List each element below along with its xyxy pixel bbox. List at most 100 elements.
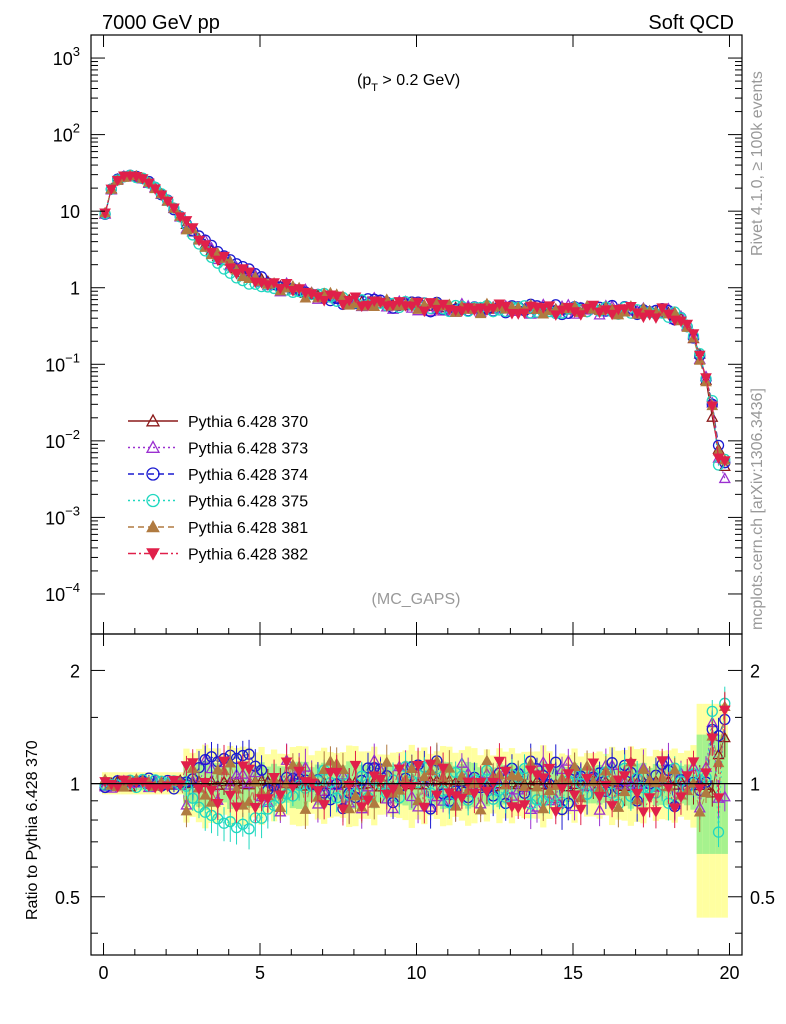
data-point: [280, 279, 293, 290]
data-point: [145, 413, 161, 427]
data-point: [230, 802, 243, 814]
legend-entry: Pythia 6.428 381: [128, 519, 308, 537]
header-left: 7000 GeV pp: [102, 12, 220, 34]
data-point: [474, 777, 487, 789]
data-point: [393, 784, 406, 795]
legend-label: Pythia 6.428 370: [188, 414, 308, 431]
data-point: [205, 785, 218, 797]
data-point: [418, 802, 431, 814]
data-point: [211, 798, 224, 810]
data-point: [199, 789, 212, 800]
data-point: [243, 823, 255, 835]
ratio-ytick-label-right: 1: [750, 775, 760, 795]
data-point: [274, 790, 287, 802]
data-point: [255, 764, 268, 776]
xtick-label: 0: [99, 963, 109, 983]
data-point: [537, 303, 550, 314]
ratio-series-5: [99, 692, 731, 829]
rivet-label: Rivet 4.1.0, ≥ 100k events: [749, 71, 766, 256]
data-point: [405, 790, 418, 802]
data-point: [105, 184, 118, 196]
ratio-ylabel: Ratio to Pythia 6.428 370: [24, 740, 41, 920]
data-point: [481, 754, 493, 766]
xtick-label: 5: [255, 963, 265, 983]
ratio-ytick-label: 0.5: [55, 888, 80, 908]
data-point: [706, 705, 718, 718]
data-point: [718, 460, 731, 472]
data-point: [146, 548, 160, 561]
xtick-label: 10: [406, 963, 426, 983]
header-right: Soft QCD: [648, 12, 734, 34]
data-point: [168, 203, 180, 215]
data-point: [493, 756, 506, 768]
data-point: [568, 760, 581, 771]
series-1: [98, 169, 731, 484]
ytick-label: 10: [60, 202, 80, 222]
legend-label: Pythia 6.428 381: [188, 520, 308, 537]
data-point: [468, 305, 481, 317]
data-point: [261, 794, 274, 805]
data-point: [706, 786, 719, 798]
data-point: [180, 761, 193, 772]
data-point: [362, 762, 374, 774]
ytick-label: 10−3: [45, 503, 80, 528]
data-point: [362, 795, 374, 807]
xtick-label: 15: [563, 963, 583, 983]
ratio-ytick-label-right: 2: [750, 661, 760, 681]
data-point: [145, 440, 161, 453]
legend-entry: Pythia 6.428 375: [128, 494, 308, 511]
legend-label: Pythia 6.428 374: [188, 467, 308, 484]
data-point: [549, 807, 562, 818]
axes-group: 0 5 10 15 20 10−4 10−3 10−2 10−1 1 10 102 103 0.5 0.5 1…: [45, 34, 775, 983]
data-point: [111, 782, 124, 793]
analysis-label: (MC_GAPS): [372, 591, 461, 608]
data-point: [718, 731, 731, 743]
data-point: [593, 803, 606, 815]
main-frame: [90, 34, 743, 635]
data-point: [718, 472, 731, 484]
data-point: [299, 803, 312, 814]
data-point: [481, 786, 493, 798]
data-point: [349, 292, 362, 304]
legend-entry: Pythia 6.428 382: [128, 547, 308, 564]
data-point: [146, 467, 160, 481]
series-line: [104, 175, 726, 462]
data-point: [681, 771, 694, 782]
xtick-label: 20: [719, 963, 739, 983]
legend-entry: Pythia 6.428 370: [128, 413, 308, 431]
data-point: [668, 763, 681, 775]
data-point: [412, 794, 424, 806]
data-point: [593, 791, 606, 803]
legend-label: Pythia 6.428 382: [188, 547, 308, 564]
data-point: [230, 752, 243, 765]
data-point: [718, 456, 731, 467]
data-point: [456, 793, 468, 805]
legend-entry: Pythia 6.428 373: [128, 440, 308, 458]
ratio-ytick-label: 1: [70, 775, 80, 795]
legend-label: Pythia 6.428 375: [188, 494, 308, 511]
data-point: [331, 792, 343, 804]
data-point: [146, 519, 160, 533]
mcplots-label: mcplots.cern.ch [arXiv:1306.3436]: [749, 388, 766, 630]
ytick-label: 10−4: [45, 580, 80, 605]
legend: Pythia 6.428 370 Pythia 6.428 373 Pythia 6…: [128, 413, 308, 564]
series-line: [104, 175, 726, 479]
ytick-label: 10−1: [45, 350, 80, 375]
ratio-ytick-label: 2: [70, 661, 80, 681]
data-point: [146, 493, 160, 508]
ratio-series-group: [98, 686, 731, 850]
legend-label: Pythia 6.428 373: [188, 441, 308, 458]
data-point: [687, 757, 700, 768]
ytick-label: 103: [53, 44, 80, 69]
main-series-group: [98, 169, 731, 484]
legend-entry: Pythia 6.428 374: [128, 467, 308, 484]
data-point: [700, 373, 712, 384]
data-point: [574, 804, 587, 816]
data-point: [430, 790, 443, 802]
data-point: [199, 753, 211, 766]
data-point: [368, 797, 381, 808]
data-point: [568, 790, 581, 802]
data-point: [550, 756, 562, 768]
data-point: [718, 705, 731, 717]
